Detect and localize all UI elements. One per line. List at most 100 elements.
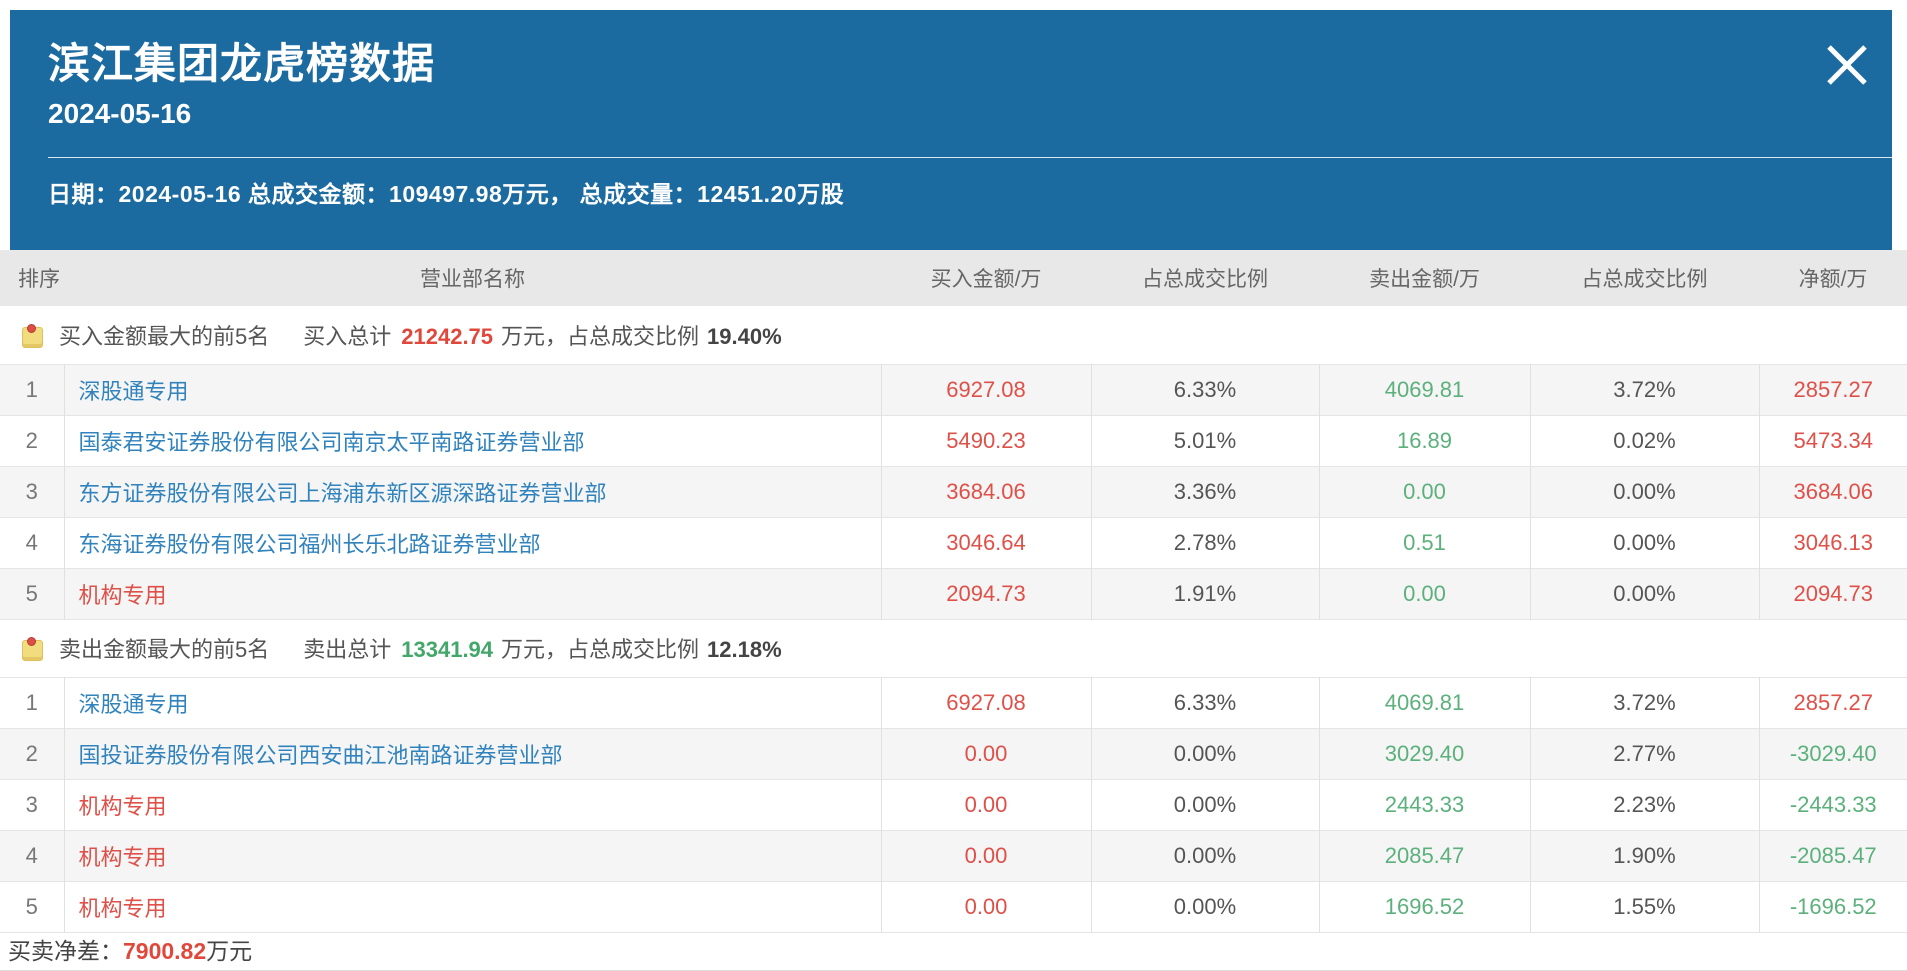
table-row: 2 国泰君安证券股份有限公司南京太平南路证券营业部 5490.23 5.01% 16.8… bbox=[0, 415, 1907, 466]
branch-name: 机构专用 bbox=[63, 779, 881, 830]
rank-cell: 4 bbox=[25, 529, 38, 555]
net-amount: 5473.34 bbox=[1758, 415, 1907, 466]
sell-pct: 3.72% bbox=[1529, 677, 1759, 728]
buy-amount: 2094.73 bbox=[880, 568, 1091, 619]
sell-amount: 16.89 bbox=[1318, 415, 1530, 466]
rank-cell: 2 bbox=[25, 740, 38, 766]
sell-amount: 2085.47 bbox=[1318, 830, 1530, 881]
table-header-row: 排序 营业部名称 买入金额/万 占总成交比例 卖出金额/万 占总成交比例 净额/… bbox=[0, 250, 1907, 306]
sell-pct: 0.00% bbox=[1529, 568, 1759, 619]
table-row: 4 东海证券股份有限公司福州长乐北路证券营业部 3046.64 2.78% 0.51 0.… bbox=[0, 517, 1907, 568]
section-total-pct: 12.18% bbox=[707, 637, 782, 662]
net-diff-unit: 万元 bbox=[206, 937, 253, 964]
buy-pct: 0.00% bbox=[1090, 881, 1319, 932]
table-row: 2 国投证券股份有限公司西安曲江池南路证券营业部 0.00 0.00% 3029.40 2… bbox=[0, 728, 1907, 779]
branch-name[interactable]: 东方证券股份有限公司上海浦东新区源深路证券营业部 bbox=[63, 466, 881, 517]
branch-name: 机构专用 bbox=[63, 830, 881, 881]
net-amount: 3046.13 bbox=[1758, 517, 1907, 568]
branch-name: 机构专用 bbox=[63, 881, 881, 932]
section-total-value: 13341.94 bbox=[401, 637, 494, 662]
col-header-net: 净额/万 bbox=[1798, 268, 1868, 291]
close-icon[interactable] bbox=[1818, 36, 1876, 94]
col-header-buy-pct: 占总成交比例 bbox=[1142, 268, 1268, 291]
buy-pct: 6.33% bbox=[1090, 364, 1319, 415]
rank-cell: 1 bbox=[25, 689, 38, 715]
buy-section-header: 买入金额最大的前5名 买入总计 21242.75 万元，占总成交比例 19.40% bbox=[0, 306, 1907, 364]
rank-cell: 3 bbox=[25, 478, 38, 504]
sell-section-header: 卖出金额最大的前5名 卖出总计 13341.94 万元，占总成交比例 12.18% bbox=[0, 619, 1907, 677]
note-icon bbox=[22, 323, 43, 348]
sell-amount: 0.51 bbox=[1318, 517, 1530, 568]
rank-cell: 5 bbox=[25, 580, 38, 606]
buy-amount: 3046.64 bbox=[880, 517, 1091, 568]
sell-amount: 3029.40 bbox=[1318, 728, 1530, 779]
table-row: 1 深股通专用 6927.08 6.33% 4069.81 3.72% 2857.27 bbox=[0, 364, 1907, 415]
net-amount: -1696.52 bbox=[1758, 881, 1907, 932]
branch-name[interactable]: 国投证券股份有限公司西安曲江池南路证券营业部 bbox=[63, 728, 881, 779]
section-label: 卖出金额最大的前5名 bbox=[59, 637, 270, 662]
buy-amount: 0.00 bbox=[880, 728, 1091, 779]
table-row: 5 机构专用 0.00 0.00% 1696.52 1.55% -1696.52 bbox=[0, 881, 1907, 932]
section-total-suffix: 万元，占总成交比例 bbox=[501, 323, 700, 349]
sell-amount: 4069.81 bbox=[1318, 364, 1530, 415]
buy-amount: 0.00 bbox=[880, 779, 1091, 830]
buy-pct: 2.78% bbox=[1090, 517, 1319, 568]
section-total-label: 卖出总计 bbox=[303, 637, 392, 662]
table-row: 1 深股通专用 6927.08 6.33% 4069.81 3.72% 2857.27 bbox=[0, 677, 1907, 728]
dialog-date: 2024-05-16 bbox=[48, 98, 192, 130]
section-header-cell: 卖出金额最大的前5名 卖出总计 13341.94 万元，占总成交比例 12.18% bbox=[0, 619, 1907, 677]
table-row: 3 机构专用 0.00 0.00% 2443.33 2.23% -2443.33 bbox=[0, 779, 1907, 830]
dialog-title: 滨江集团龙虎榜数据 bbox=[48, 40, 436, 87]
branch-name[interactable]: 国泰君安证券股份有限公司南京太平南路证券营业部 bbox=[63, 415, 881, 466]
note-icon bbox=[22, 637, 43, 661]
branch-name[interactable]: 东海证券股份有限公司福州长乐北路证券营业部 bbox=[63, 517, 881, 568]
sell-amount: 0.00 bbox=[1318, 568, 1530, 619]
buy-amount: 6927.08 bbox=[880, 677, 1091, 728]
table-row: 3 东方证券股份有限公司上海浦东新区源深路证券营业部 3684.06 3.36% 0.0… bbox=[0, 466, 1907, 517]
buy-amount: 0.00 bbox=[880, 881, 1091, 932]
net-diff-label: 买卖净差： bbox=[8, 937, 123, 964]
buy-pct: 0.00% bbox=[1090, 728, 1319, 779]
branch-name: 机构专用 bbox=[63, 568, 881, 619]
buy-amount: 6927.08 bbox=[880, 364, 1091, 415]
col-header-rank: 排序 bbox=[18, 268, 60, 291]
net-amount: -2443.33 bbox=[1758, 779, 1907, 830]
sell-amount: 2443.33 bbox=[1318, 779, 1530, 830]
rank-cell: 1 bbox=[25, 376, 38, 402]
net-amount: 3684.06 bbox=[1758, 466, 1907, 517]
header-divider bbox=[48, 157, 1892, 159]
net-amount: -3029.40 bbox=[1758, 728, 1907, 779]
rank-cell: 2 bbox=[25, 427, 38, 453]
dialog-header: 滨江集团龙虎榜数据 2024-05-16 日期：2024-05-16 总成交金额… bbox=[10, 10, 1892, 250]
col-header-branch: 营业部名称 bbox=[420, 268, 525, 291]
section-total-label: 买入总计 bbox=[303, 323, 392, 349]
sell-pct: 0.02% bbox=[1529, 415, 1759, 466]
net-amount: -2085.47 bbox=[1758, 830, 1907, 881]
branch-name[interactable]: 深股通专用 bbox=[63, 677, 881, 728]
net-amount: 2857.27 bbox=[1758, 364, 1907, 415]
buy-amount: 0.00 bbox=[880, 830, 1091, 881]
section-total-pct: 19.40% bbox=[707, 323, 782, 349]
sell-amount: 0.00 bbox=[1318, 466, 1530, 517]
buy-pct: 0.00% bbox=[1090, 779, 1319, 830]
branch-name[interactable]: 深股通专用 bbox=[63, 364, 881, 415]
buy-pct: 0.00% bbox=[1090, 830, 1319, 881]
buy-pct: 6.33% bbox=[1090, 677, 1319, 728]
buy-pct: 3.36% bbox=[1090, 466, 1319, 517]
sell-pct: 1.55% bbox=[1529, 881, 1759, 932]
buy-amount: 5490.23 bbox=[880, 415, 1091, 466]
net-amount: 2094.73 bbox=[1758, 568, 1907, 619]
sell-pct: 1.90% bbox=[1529, 830, 1759, 881]
col-header-buy-amount: 买入金额/万 bbox=[930, 268, 1042, 291]
section-header-cell: 买入金额最大的前5名 买入总计 21242.75 万元，占总成交比例 19.40% bbox=[0, 306, 1907, 364]
table-row: 5 机构专用 2094.73 1.91% 0.00 0.00% 2094.73 bbox=[0, 568, 1907, 619]
buy-amount: 3684.06 bbox=[880, 466, 1091, 517]
rank-cell: 4 bbox=[25, 842, 38, 868]
net-difference: 买卖净差：7900.82万元 bbox=[0, 933, 1907, 971]
table-row: 4 机构专用 0.00 0.00% 2085.47 1.90% -2085.47 bbox=[0, 830, 1907, 881]
sell-pct: 0.00% bbox=[1529, 517, 1759, 568]
buy-pct: 5.01% bbox=[1090, 415, 1319, 466]
sell-pct: 0.00% bbox=[1529, 466, 1759, 517]
net-amount: 2857.27 bbox=[1758, 677, 1907, 728]
